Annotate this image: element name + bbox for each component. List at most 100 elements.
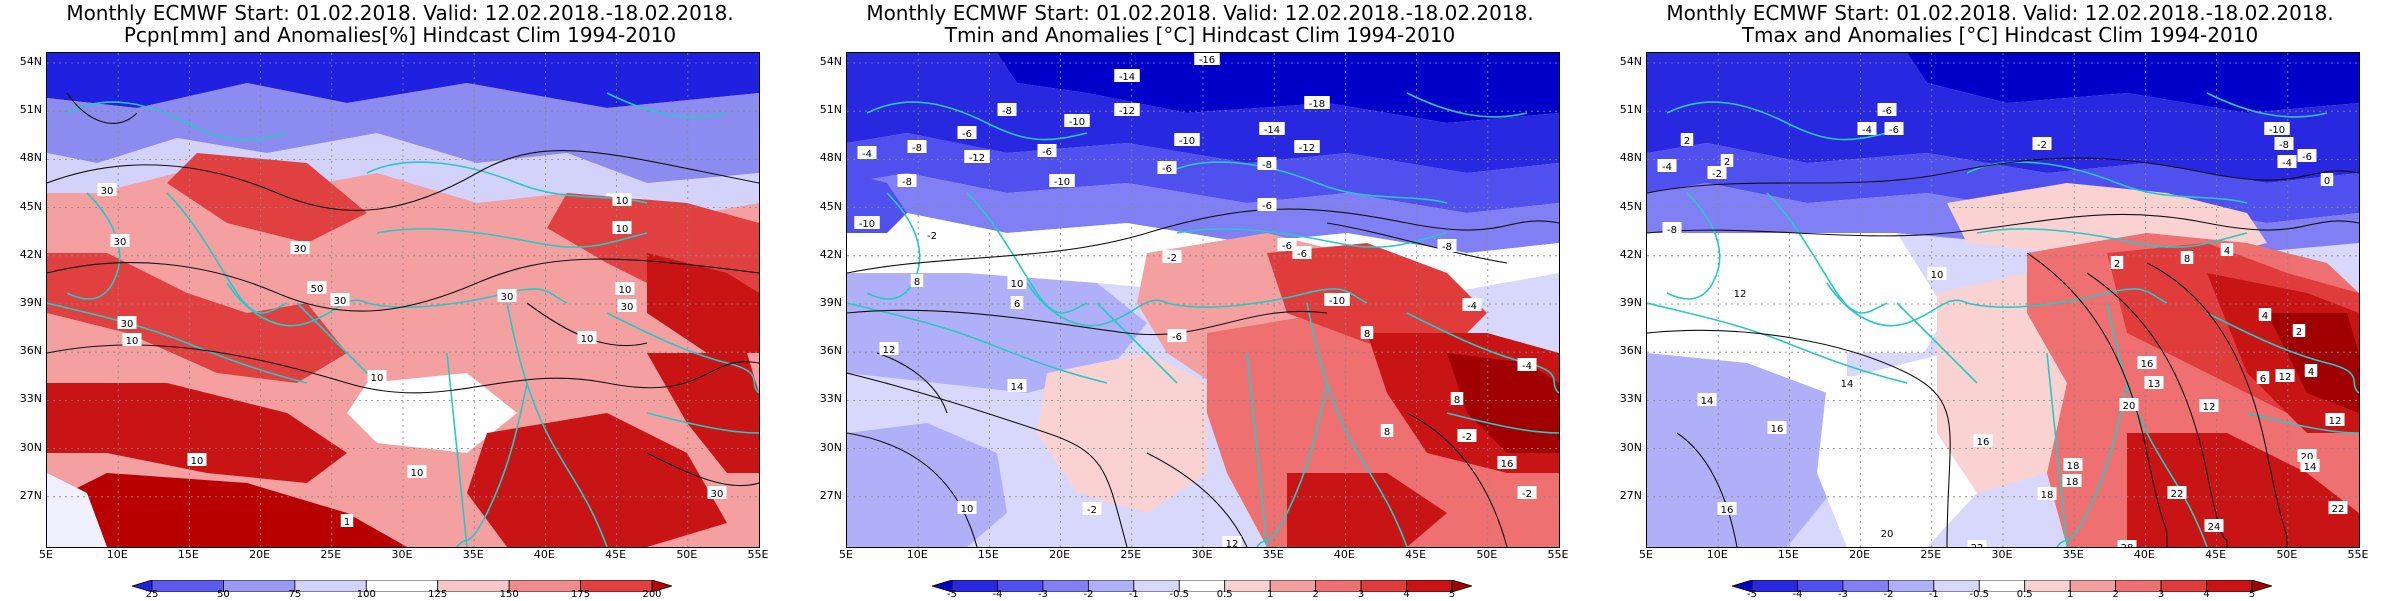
contour-line — [847, 208, 1559, 274]
contour-label: 22 — [2167, 486, 2187, 500]
contour-label: -8 — [997, 103, 1017, 117]
colorbar-label: 25 — [145, 589, 159, 600]
contour-label-box — [2144, 376, 2164, 389]
contour-label-text: 8 — [1454, 395, 1460, 406]
contour-label-box — [1037, 144, 1057, 157]
contour-line — [847, 432, 978, 547]
panel-title-line2: Pcpn[mm] and Anomalies[%] Hindcast Clim … — [123, 23, 677, 47]
contour-label-box — [1292, 246, 1312, 259]
contour-label-box — [2063, 458, 2083, 471]
contour-label: 10 — [1927, 267, 1947, 281]
contour-label-text: 20 — [1881, 529, 1894, 540]
colorbar-high-extension — [651, 580, 672, 592]
contour-label-text: -2 — [1522, 489, 1532, 500]
contour-label-text: 16 — [2141, 359, 2154, 370]
contour-label-box — [1717, 502, 1737, 515]
contour-label-box — [2320, 173, 2334, 186]
contour-label-text: 30 — [501, 292, 514, 303]
contour-label: -8 — [2274, 137, 2294, 151]
contour-label-text: 16 — [1977, 437, 1990, 448]
contour-label-text: 4 — [2262, 311, 2268, 322]
lon-tick-label: 25E — [320, 548, 342, 561]
contour-label-text: -6 — [1162, 164, 1172, 175]
contour-label-box — [1007, 276, 1027, 289]
contour-label-box — [2119, 398, 2139, 411]
contour-label-text: 2 — [2296, 327, 2302, 338]
contour-line — [1647, 329, 1951, 547]
contour-label-box — [2277, 155, 2297, 168]
colorbar-label: 50 — [217, 589, 230, 600]
contour-label: -8 — [907, 140, 927, 154]
contour-label: 10 — [957, 501, 977, 515]
anomaly-field — [847, 173, 1559, 253]
contour-label-box — [2297, 149, 2317, 162]
colorbar-label: 175 — [571, 589, 591, 600]
contour-label-box — [2275, 369, 2295, 382]
contour-label-box — [1114, 69, 1140, 82]
anomaly-field — [47, 133, 759, 223]
contour-label: 14 — [1837, 376, 1857, 390]
contour-label: 14 — [2300, 459, 2320, 473]
colorbar — [1732, 580, 2272, 592]
contour-label-box — [1517, 486, 1537, 499]
anomaly-field — [1037, 353, 1207, 513]
contour-label: 8 — [2180, 251, 2194, 265]
lon-tick-label: 50E — [1476, 548, 1498, 561]
lon-tick-label: 50E — [676, 548, 698, 561]
colorbar-label: -5 — [1747, 589, 1757, 600]
contour-label: -6 — [1877, 103, 1897, 117]
contour-label-text: -6 — [1282, 241, 1292, 252]
contour-label: 10 — [577, 331, 597, 345]
contour-label: 30 — [290, 241, 310, 255]
contour-label: -10 — [2264, 122, 2290, 136]
contour-label-text: 6 — [2260, 374, 2266, 385]
contour-label: 10 — [615, 282, 635, 296]
contour-label-box — [1304, 96, 1330, 109]
colorbar-label: 3 — [1357, 589, 1365, 600]
lon-tick-label: 55E — [747, 548, 769, 561]
contour-label: 30 — [707, 486, 727, 500]
contour-label: -8 — [1257, 157, 1277, 171]
contour-label-text: 50 — [311, 284, 324, 295]
contour-label-box — [2062, 474, 2082, 487]
contour-label-box — [1457, 429, 1477, 442]
lon-tick-label: 40E — [2133, 548, 2155, 561]
contour-label-text: 14 — [1701, 396, 1714, 407]
lon-tick-label: 15E — [177, 548, 199, 561]
contour-label-text: 4 — [2224, 246, 2230, 257]
colorbar-label: 4 — [2203, 589, 2210, 600]
contour-label: -14 — [1114, 69, 1140, 83]
lon-tick-label: 15E — [1777, 548, 1799, 561]
map-svg: -16 -14 -18 -12 -8 -14 -10 -6 -10 -12 -8 -4 -6 -12 -8 -… — [847, 53, 1559, 547]
lat-tick-label: 48N — [819, 151, 842, 165]
contour-label-text: 22 — [1971, 543, 1984, 547]
contour-label-text: 30 — [114, 237, 127, 248]
contour-label-text: 10 — [1931, 270, 1944, 281]
contour-label-box — [2264, 122, 2290, 135]
contour-label-box — [2032, 137, 2052, 150]
colorbar-label: 150 — [499, 589, 519, 600]
anomaly-field — [47, 473, 407, 547]
lon-tick-label: 55E — [2347, 548, 2369, 561]
colorbar-label: 200 — [642, 589, 662, 600]
contour-label-text: 18 — [2066, 477, 2079, 488]
map-panel: Monthly ECMWF Start: 01.02.2018. Valid: … — [800, 0, 1600, 600]
colorbar-label: -4 — [992, 589, 1003, 600]
contour-label: -4 — [2277, 155, 2297, 169]
coastline — [1306, 302, 1408, 547]
lon-tick-label: 10E — [106, 548, 128, 561]
contour-label: 6 — [2256, 371, 2270, 385]
contour-label-box — [1277, 238, 1297, 251]
coastline — [1166, 288, 1368, 308]
contour-label-text: 10 — [581, 334, 594, 345]
contour-label-text: -6 — [1172, 332, 1182, 343]
contour-label: 30 — [617, 299, 637, 313]
contour-label-box — [1680, 133, 1694, 146]
contour-label-text: 30 — [334, 296, 347, 307]
contour-label-text: 24 — [2208, 522, 2221, 533]
contour-label: 20 — [2297, 449, 2317, 463]
contour-label-box — [1010, 296, 1024, 309]
contour-label: 20 — [1877, 526, 1897, 540]
colorbar-label: -2 — [1883, 589, 1894, 600]
contour-label-text: -10 — [859, 219, 875, 230]
